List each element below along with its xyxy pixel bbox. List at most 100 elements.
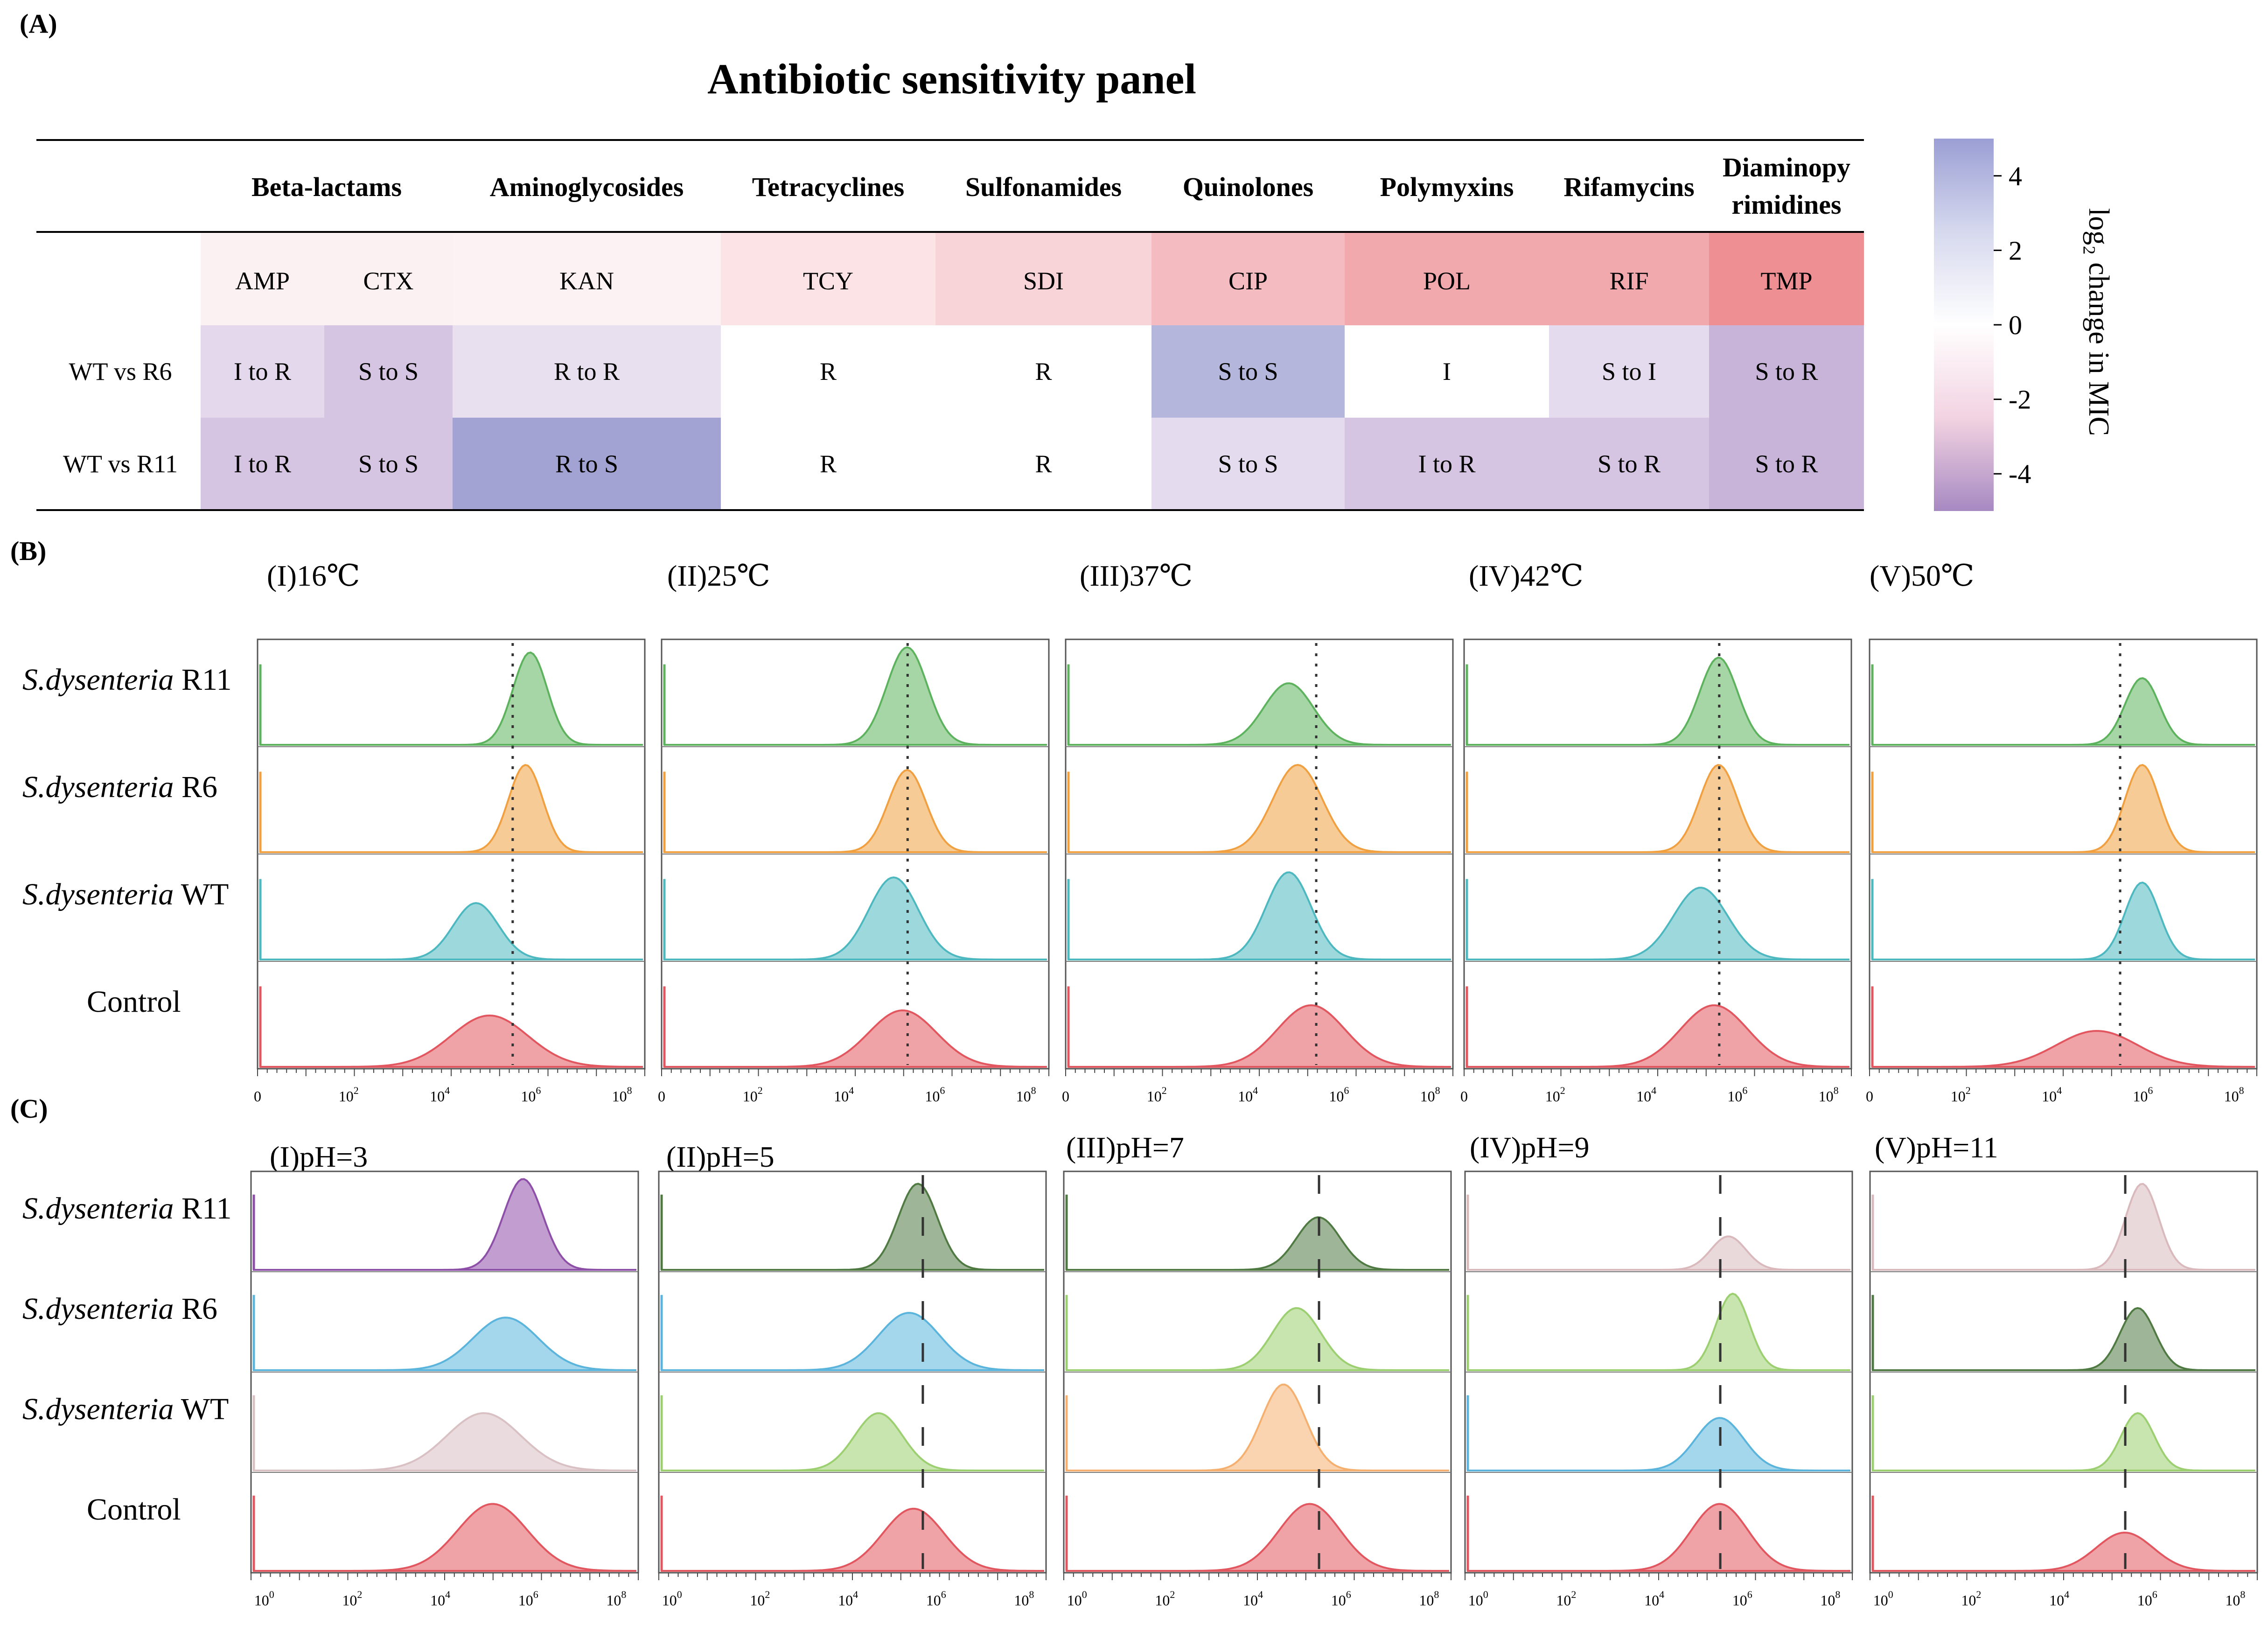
sensitivity-table bbox=[201, 232, 1864, 510]
sensitivity-cell bbox=[721, 418, 935, 510]
drug-label: AMP bbox=[235, 267, 290, 295]
sensitivity-cell bbox=[1709, 418, 1864, 510]
drug-header-cell bbox=[1151, 232, 1345, 325]
strain-name: WT bbox=[174, 1392, 229, 1426]
strain-label: Control bbox=[87, 1492, 181, 1527]
axis-tick-label: 102 bbox=[1961, 1589, 1981, 1609]
drug-label: CTX bbox=[363, 267, 414, 295]
axis-tick-label: 104 bbox=[838, 1589, 858, 1609]
strain-label: S.dysenteria R6 bbox=[22, 770, 217, 804]
histogram-control bbox=[663, 1009, 1047, 1068]
colorbar-tick-label: 4 bbox=[2009, 161, 2022, 191]
strain-label: S.dysenteria R11 bbox=[22, 1191, 232, 1226]
axis-tick-label: 102 bbox=[1155, 1589, 1175, 1609]
histogram-wt bbox=[1871, 881, 2255, 960]
colorbar-tick-label: -2 bbox=[2009, 385, 2031, 415]
histogram-wt bbox=[1068, 871, 1451, 960]
strain-name: Control bbox=[87, 1492, 181, 1527]
histogram-r11 bbox=[1066, 1216, 1449, 1271]
histogram-wt bbox=[253, 1412, 636, 1471]
histogram-panel: (I)pH=3 100 102 104 106 108 bbox=[250, 1140, 639, 1609]
histogram-r6 bbox=[1871, 763, 2255, 853]
drug-class-label: Polymyxins bbox=[1380, 172, 1514, 202]
sensitivity-cell bbox=[201, 325, 324, 418]
axis-tick-label: 102 bbox=[339, 1085, 359, 1105]
sensitivity-cell bbox=[453, 418, 721, 510]
axis-tick-label: 0 bbox=[1062, 1088, 1069, 1105]
strain-label: S.dysenteria WT bbox=[22, 1392, 229, 1426]
histogram-wt bbox=[1467, 1417, 1850, 1471]
sensitivity-cell bbox=[1549, 325, 1709, 418]
axis-tick-label: 106 bbox=[1727, 1085, 1747, 1105]
axis-tick-label: 108 bbox=[1419, 1589, 1439, 1609]
sensitivity-value: S to R bbox=[1755, 450, 1818, 478]
axis-tick-label: 0 bbox=[1460, 1088, 1468, 1105]
histogram-panel: (IV)pH=9 100 102 104 106 108 bbox=[1464, 1131, 1853, 1609]
axis-tick-label: 100 bbox=[1873, 1589, 1893, 1609]
colorbar-tick-label: -4 bbox=[2009, 459, 2031, 489]
colorbar bbox=[1934, 139, 1994, 511]
axis-tick-label: 104 bbox=[1636, 1085, 1656, 1105]
condition-label: (I)pH=3 bbox=[270, 1140, 368, 1173]
axis-tick-label: 106 bbox=[926, 1589, 946, 1609]
sensitivity-value: S to S bbox=[1218, 357, 1278, 385]
strain-name: R11 bbox=[174, 663, 231, 697]
axis-tick-label: 106 bbox=[2133, 1085, 2153, 1105]
drug-class-label: Beta-lactams bbox=[251, 172, 402, 202]
axis-tick-label: 108 bbox=[612, 1085, 632, 1105]
comparison-row-label: WT vs R6 bbox=[69, 357, 172, 385]
histogram-panel: (III)pH=7 100 102 104 106 108 bbox=[1063, 1131, 1452, 1609]
histogram-wt bbox=[1066, 1383, 1449, 1471]
strain-label: S.dysenteria R11 bbox=[22, 663, 232, 697]
drug-header-cell bbox=[1345, 232, 1549, 325]
histogram-r6 bbox=[1872, 1307, 2255, 1371]
axis-tick-label: 104 bbox=[2042, 1085, 2062, 1105]
axis-tick-label: 106 bbox=[521, 1085, 541, 1105]
histogram-r11 bbox=[1467, 1235, 1850, 1271]
histogram-control bbox=[1066, 1503, 1449, 1572]
axis-tick-label: 102 bbox=[1147, 1085, 1167, 1105]
sensitivity-cell bbox=[1549, 418, 1709, 510]
sensitivity-value: R to S bbox=[555, 450, 618, 478]
drug-label: SDI bbox=[1023, 267, 1064, 295]
drug-header-cell bbox=[201, 232, 324, 325]
sensitivity-value: S to S bbox=[358, 357, 419, 385]
axis-tick-label: 104 bbox=[1243, 1589, 1263, 1609]
panel-a-label: (A) bbox=[20, 8, 57, 39]
histogram-r6 bbox=[1066, 1307, 1449, 1371]
histogram-control bbox=[253, 1503, 636, 1572]
drug-header-cell bbox=[1549, 232, 1709, 325]
histogram-control bbox=[259, 1014, 643, 1068]
axis-tick-label: 104 bbox=[1238, 1085, 1258, 1105]
sensitivity-value: R bbox=[820, 450, 837, 478]
sensitivity-value: S to I bbox=[1602, 357, 1656, 385]
histogram-panel: (III)37℃ 0 102 104 106 108 bbox=[1062, 559, 1454, 1105]
strain-name: Control bbox=[87, 985, 181, 1019]
sensitivity-table-text: AMP CTX KAN TCY SDI CIP POL RIF TMP Beta-lactams A… bbox=[63, 152, 1850, 478]
sensitivity-value: S to S bbox=[358, 450, 419, 478]
axis-tick-label: 0 bbox=[658, 1088, 665, 1105]
axis-tick-label: 100 bbox=[1067, 1589, 1087, 1609]
histogram-wt bbox=[661, 1412, 1044, 1471]
sensitivity-cell bbox=[201, 418, 324, 510]
axis-tick-label: 102 bbox=[750, 1589, 770, 1609]
panel-a: (A) Antibiotic sensitivity panel AMP CTX K… bbox=[20, 8, 2114, 511]
histogram-control bbox=[1466, 1004, 1850, 1068]
sensitivity-value: S to S bbox=[1218, 450, 1278, 478]
histogram-panel: (I)16℃ 0 102 104 106 108 bbox=[254, 559, 646, 1105]
histogram-r6 bbox=[1466, 764, 1849, 853]
histogram-wt bbox=[1466, 887, 1849, 960]
condition-label: (V)50℃ bbox=[1870, 559, 1974, 592]
axis-tick-label: 106 bbox=[2137, 1589, 2157, 1609]
histogram-panel: (IV)42℃ 0 102 104 106 108 bbox=[1460, 559, 1852, 1105]
drug-class-label: Aminoglycosides bbox=[490, 172, 684, 202]
histogram-r6 bbox=[253, 1317, 637, 1371]
axis-tick-label: 104 bbox=[430, 1085, 450, 1105]
condition-label: (V)pH=11 bbox=[1875, 1131, 1998, 1164]
drug-class-label: rimidines bbox=[1731, 189, 1841, 220]
sensitivity-cell bbox=[1151, 418, 1345, 510]
strain-name: R6 bbox=[174, 1292, 217, 1326]
axis-tick-label: 108 bbox=[1820, 1589, 1840, 1609]
